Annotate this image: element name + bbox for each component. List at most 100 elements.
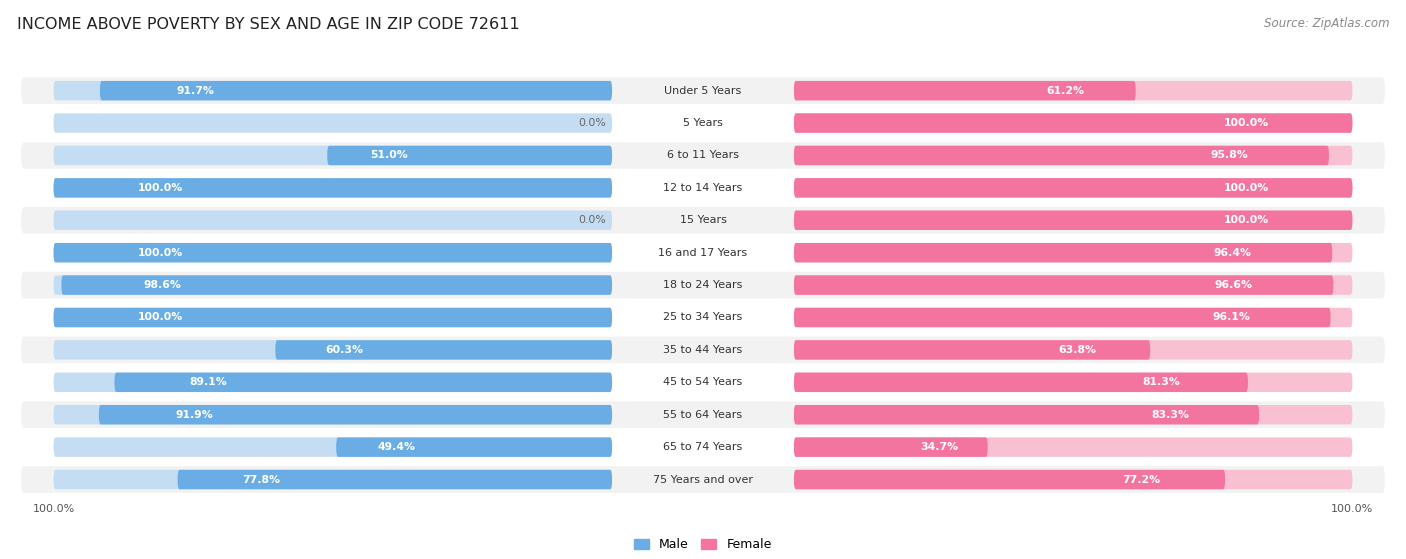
Text: 65 to 74 Years: 65 to 74 Years — [664, 442, 742, 452]
Text: 49.4%: 49.4% — [378, 442, 416, 452]
FancyBboxPatch shape — [21, 369, 1385, 396]
Text: INCOME ABOVE POVERTY BY SEX AND AGE IN ZIP CODE 72611: INCOME ABOVE POVERTY BY SEX AND AGE IN Z… — [17, 17, 519, 32]
Text: 89.1%: 89.1% — [188, 377, 226, 387]
Text: 60.3%: 60.3% — [326, 345, 364, 355]
FancyBboxPatch shape — [53, 340, 612, 359]
Text: 34.7%: 34.7% — [921, 442, 959, 452]
FancyBboxPatch shape — [794, 276, 1353, 295]
FancyBboxPatch shape — [53, 81, 612, 101]
FancyBboxPatch shape — [53, 178, 612, 197]
Text: 25 to 34 Years: 25 to 34 Years — [664, 312, 742, 323]
Text: 6 to 11 Years: 6 to 11 Years — [666, 150, 740, 160]
Text: 51.0%: 51.0% — [370, 150, 408, 160]
FancyBboxPatch shape — [794, 340, 1150, 359]
Text: 12 to 14 Years: 12 to 14 Years — [664, 183, 742, 193]
Text: 96.1%: 96.1% — [1212, 312, 1250, 323]
FancyBboxPatch shape — [100, 81, 612, 101]
FancyBboxPatch shape — [53, 308, 612, 327]
FancyBboxPatch shape — [98, 405, 612, 424]
FancyBboxPatch shape — [21, 272, 1385, 299]
FancyBboxPatch shape — [62, 276, 612, 295]
FancyBboxPatch shape — [794, 113, 1353, 133]
FancyBboxPatch shape — [53, 243, 612, 262]
Text: 35 to 44 Years: 35 to 44 Years — [664, 345, 742, 355]
Text: 96.4%: 96.4% — [1213, 248, 1251, 258]
Text: 16 and 17 Years: 16 and 17 Years — [658, 248, 748, 258]
FancyBboxPatch shape — [53, 276, 612, 295]
FancyBboxPatch shape — [794, 308, 1330, 327]
FancyBboxPatch shape — [21, 304, 1385, 331]
Text: 91.7%: 91.7% — [177, 86, 215, 96]
FancyBboxPatch shape — [53, 405, 612, 424]
FancyBboxPatch shape — [114, 373, 612, 392]
Text: 77.2%: 77.2% — [1122, 475, 1160, 485]
FancyBboxPatch shape — [21, 207, 1385, 234]
FancyBboxPatch shape — [794, 437, 1353, 457]
Text: 0.0%: 0.0% — [578, 118, 606, 128]
FancyBboxPatch shape — [794, 178, 1353, 197]
FancyBboxPatch shape — [794, 373, 1249, 392]
FancyBboxPatch shape — [21, 110, 1385, 136]
FancyBboxPatch shape — [794, 243, 1353, 262]
FancyBboxPatch shape — [794, 276, 1333, 295]
FancyBboxPatch shape — [53, 373, 612, 392]
FancyBboxPatch shape — [276, 340, 612, 359]
Text: 77.8%: 77.8% — [243, 475, 281, 485]
Text: 100.0%: 100.0% — [1331, 504, 1374, 514]
Text: 15 Years: 15 Years — [679, 215, 727, 225]
FancyBboxPatch shape — [794, 405, 1260, 424]
FancyBboxPatch shape — [794, 178, 1353, 197]
FancyBboxPatch shape — [21, 174, 1385, 201]
Text: 55 to 64 Years: 55 to 64 Years — [664, 410, 742, 420]
FancyBboxPatch shape — [53, 243, 612, 262]
FancyBboxPatch shape — [21, 337, 1385, 363]
Text: 95.8%: 95.8% — [1211, 150, 1249, 160]
Text: 100.0%: 100.0% — [138, 183, 183, 193]
Text: 45 to 54 Years: 45 to 54 Years — [664, 377, 742, 387]
FancyBboxPatch shape — [21, 239, 1385, 266]
Text: 91.9%: 91.9% — [176, 410, 214, 420]
FancyBboxPatch shape — [794, 211, 1353, 230]
Text: 18 to 24 Years: 18 to 24 Years — [664, 280, 742, 290]
FancyBboxPatch shape — [794, 211, 1353, 230]
FancyBboxPatch shape — [21, 466, 1385, 493]
FancyBboxPatch shape — [794, 81, 1353, 101]
FancyBboxPatch shape — [177, 470, 612, 489]
FancyBboxPatch shape — [794, 340, 1353, 359]
Text: 5 Years: 5 Years — [683, 118, 723, 128]
Text: 61.2%: 61.2% — [1046, 86, 1084, 96]
Legend: Male, Female: Male, Female — [630, 533, 776, 556]
Text: 100.0%: 100.0% — [1223, 183, 1268, 193]
FancyBboxPatch shape — [53, 470, 612, 489]
Text: 75 Years and over: 75 Years and over — [652, 475, 754, 485]
Text: Under 5 Years: Under 5 Years — [665, 86, 741, 96]
FancyBboxPatch shape — [53, 308, 612, 327]
FancyBboxPatch shape — [794, 146, 1353, 165]
FancyBboxPatch shape — [794, 470, 1353, 489]
FancyBboxPatch shape — [336, 437, 612, 457]
FancyBboxPatch shape — [21, 77, 1385, 104]
Text: 81.3%: 81.3% — [1142, 377, 1180, 387]
FancyBboxPatch shape — [794, 405, 1353, 424]
Text: 96.6%: 96.6% — [1215, 280, 1253, 290]
FancyBboxPatch shape — [794, 373, 1353, 392]
FancyBboxPatch shape — [53, 178, 612, 197]
Text: 0.0%: 0.0% — [578, 215, 606, 225]
FancyBboxPatch shape — [328, 146, 612, 165]
Text: 83.3%: 83.3% — [1152, 410, 1189, 420]
Text: 100.0%: 100.0% — [138, 248, 183, 258]
FancyBboxPatch shape — [794, 308, 1353, 327]
FancyBboxPatch shape — [794, 146, 1329, 165]
Text: 63.8%: 63.8% — [1059, 345, 1097, 355]
FancyBboxPatch shape — [794, 81, 1136, 101]
Text: 100.0%: 100.0% — [1223, 118, 1268, 128]
Text: 100.0%: 100.0% — [1223, 215, 1268, 225]
Text: Source: ZipAtlas.com: Source: ZipAtlas.com — [1264, 17, 1389, 30]
FancyBboxPatch shape — [794, 113, 1353, 133]
Text: 100.0%: 100.0% — [138, 312, 183, 323]
Text: 100.0%: 100.0% — [32, 504, 75, 514]
FancyBboxPatch shape — [53, 437, 612, 457]
FancyBboxPatch shape — [21, 401, 1385, 428]
FancyBboxPatch shape — [21, 142, 1385, 169]
FancyBboxPatch shape — [794, 243, 1333, 262]
